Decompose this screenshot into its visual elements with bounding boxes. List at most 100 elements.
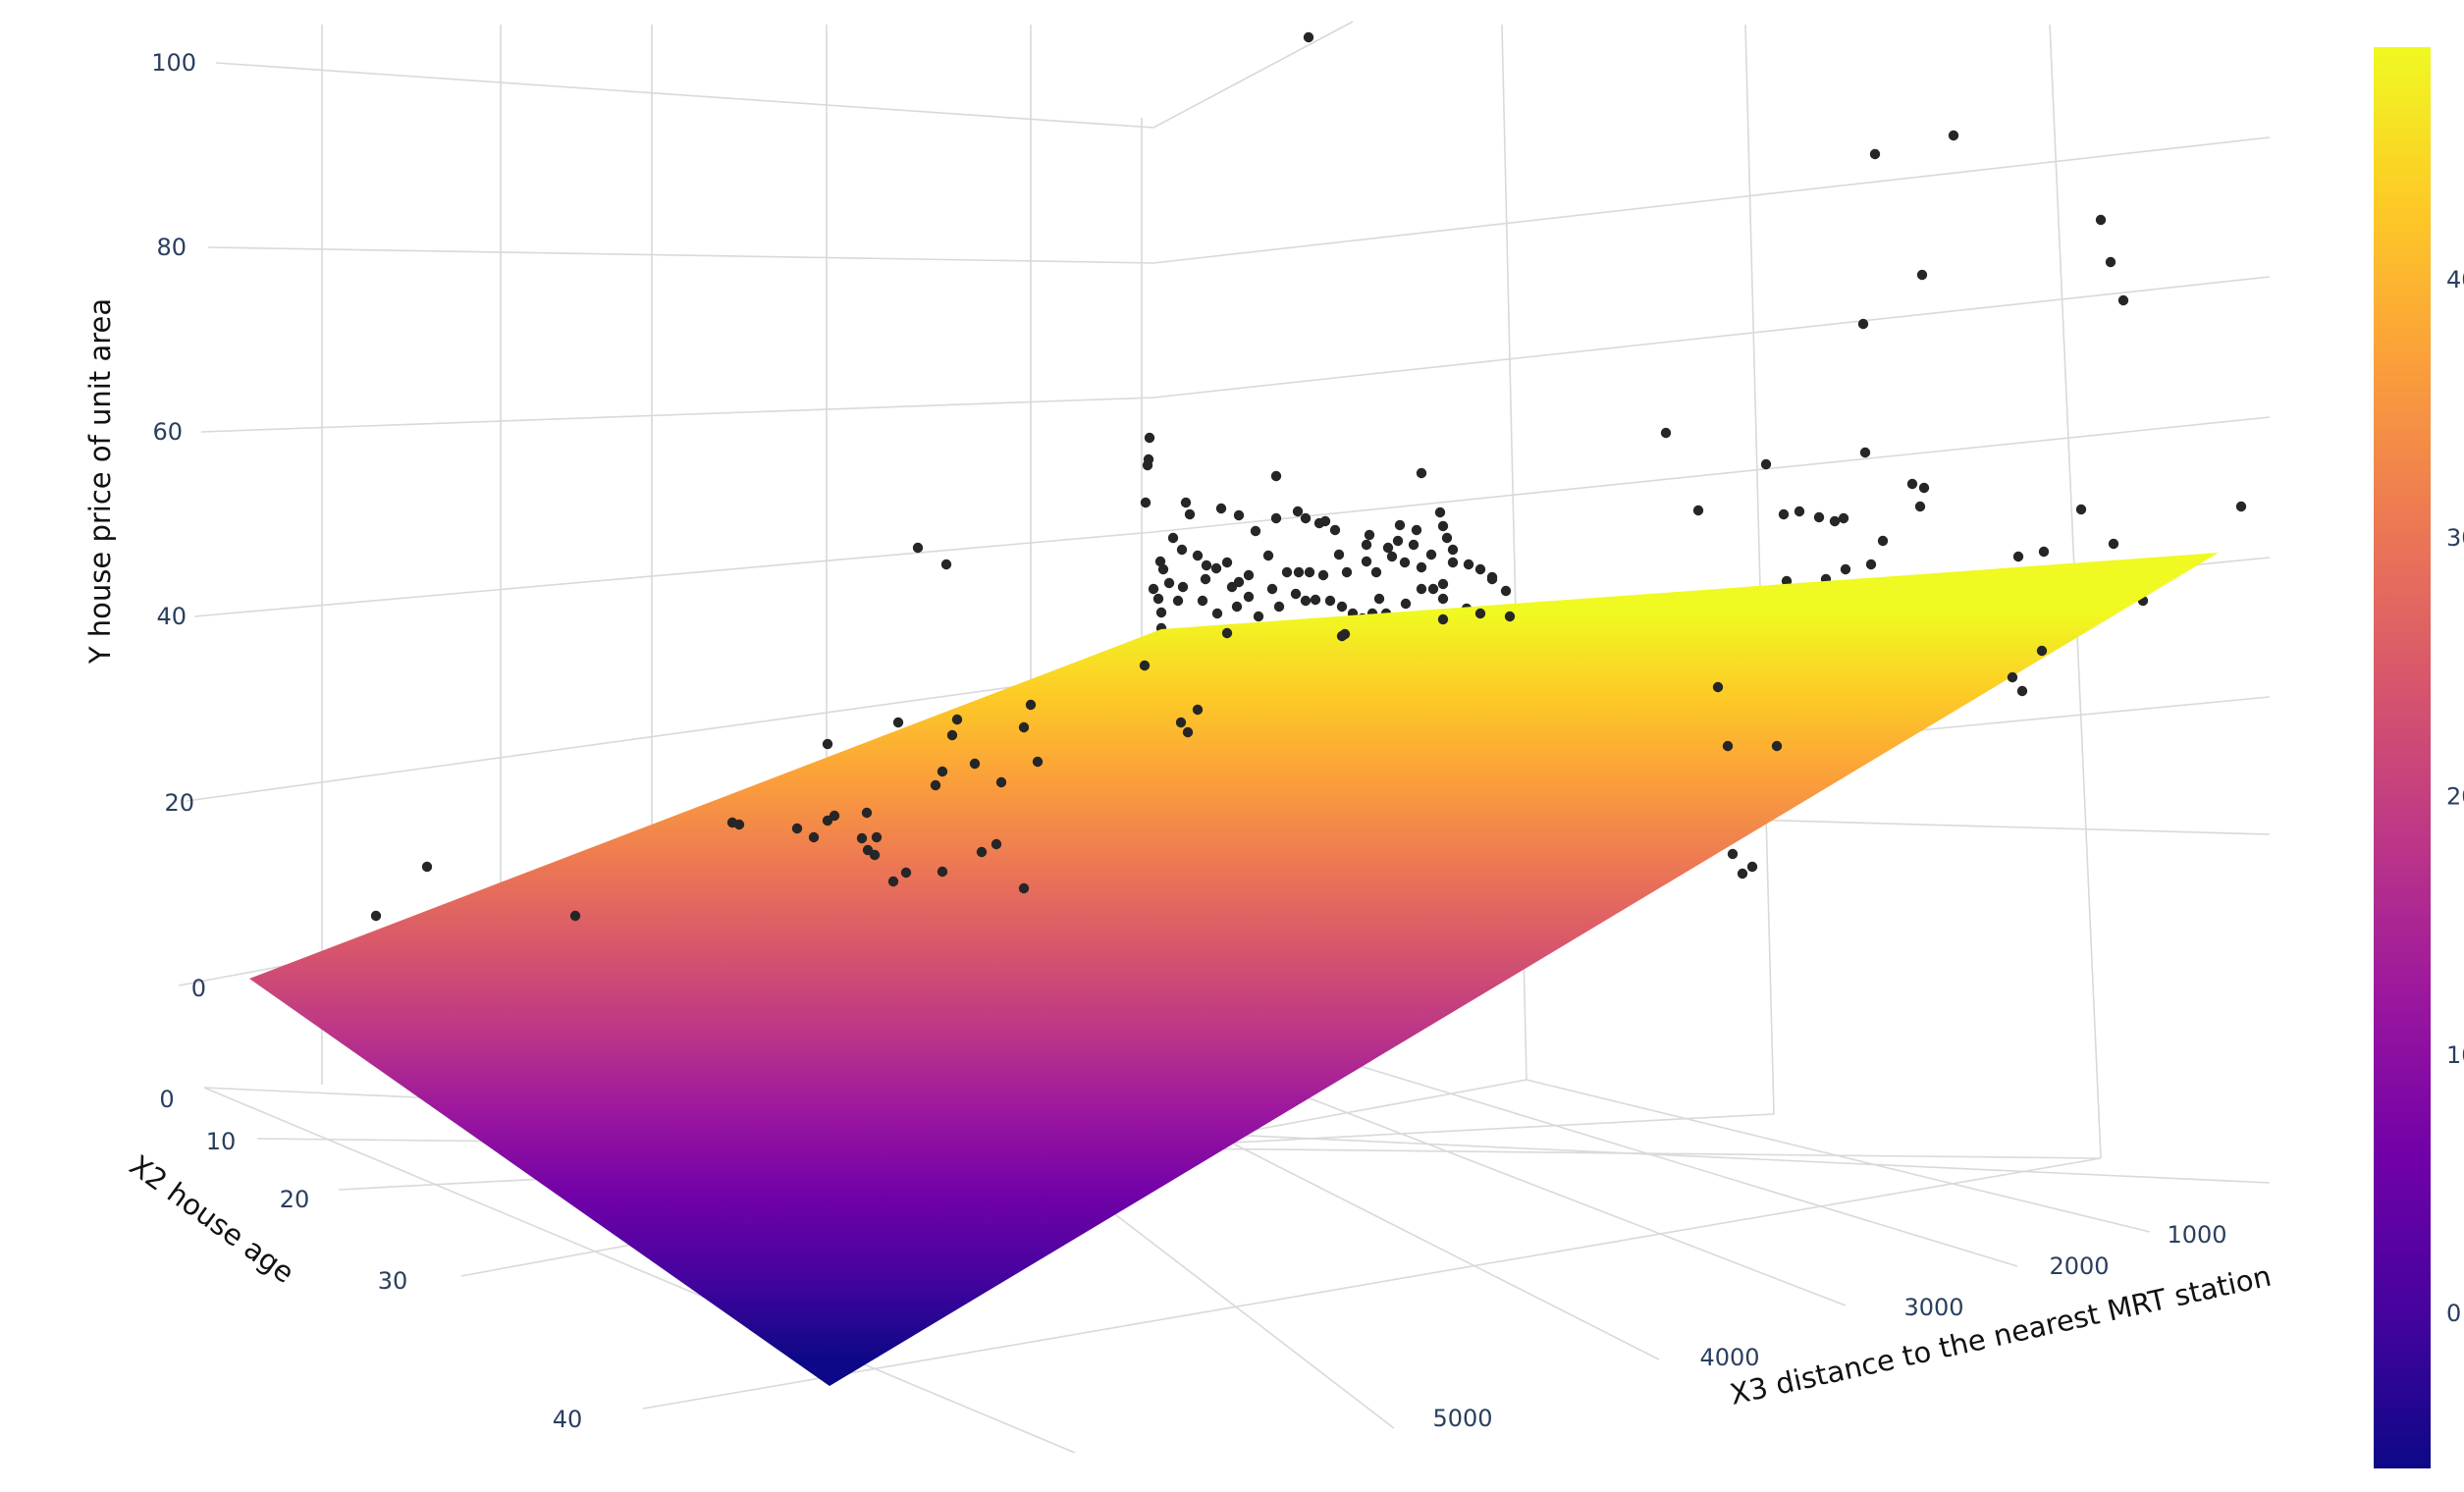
data-point	[1142, 459, 1153, 471]
data-point	[1215, 503, 1227, 514]
data-point	[1290, 588, 1302, 600]
data-point	[1341, 566, 1353, 578]
data-points-behind-plane	[912, 31, 2247, 634]
data-point	[1916, 269, 1928, 281]
y-tick-label: 60	[152, 418, 183, 446]
data-point	[1722, 740, 1734, 752]
data-point	[1270, 512, 1282, 524]
data-point	[1221, 627, 1233, 639]
colorbar-tick-label: 0	[2446, 1300, 2461, 1327]
data-point	[808, 831, 820, 843]
y-tick-label: 80	[156, 234, 187, 261]
data-point	[1300, 595, 1312, 607]
data-point	[900, 867, 912, 879]
data-point	[1857, 318, 1869, 330]
x2-axis-ticks: 0 10 20 30 40	[159, 1086, 582, 1433]
data-points-front	[370, 608, 2048, 922]
data-point	[1157, 563, 1169, 575]
data-point	[1829, 515, 1841, 527]
data-point	[1172, 595, 1184, 607]
data-point	[1447, 557, 1459, 568]
data-point	[1918, 482, 1930, 494]
data-point	[892, 717, 904, 728]
data-point	[1865, 559, 1877, 570]
data-point	[1425, 549, 1437, 560]
data-point	[1310, 594, 1321, 606]
data-point	[1838, 512, 1849, 524]
colorbar-tick-label: 40	[2446, 266, 2464, 293]
data-point	[1197, 595, 1208, 607]
data-point	[1447, 544, 1459, 556]
data-point	[1474, 563, 1486, 575]
data-point	[1400, 598, 1412, 610]
data-point	[1392, 535, 1404, 547]
data-point	[1177, 581, 1189, 593]
data-point	[1273, 601, 1285, 613]
data-point	[940, 559, 952, 570]
data-point	[2038, 546, 2050, 558]
data-point	[1329, 524, 1341, 536]
data-point	[1292, 506, 1304, 517]
data-point	[1319, 515, 1331, 527]
data-point	[1361, 539, 1372, 551]
data-point	[1781, 575, 1793, 587]
data-point	[1712, 681, 1724, 693]
data-point	[1304, 566, 1315, 578]
data-point	[1660, 427, 1672, 439]
colorbar-tick-label: 10	[2446, 1041, 2464, 1069]
data-point	[1152, 593, 1164, 605]
data-point	[1813, 511, 1825, 523]
data-point	[1233, 509, 1245, 521]
x2-tick-label: 20	[280, 1186, 310, 1213]
data-point	[1262, 550, 1274, 561]
data-point	[1441, 532, 1453, 544]
data-point	[1018, 882, 1030, 894]
data-point	[1914, 501, 1926, 512]
data-point	[1416, 561, 1427, 573]
y-tick-label: 100	[151, 49, 196, 77]
data-point	[1180, 497, 1192, 508]
data-point	[1746, 861, 1758, 873]
data-point	[995, 776, 1007, 788]
data-point	[829, 810, 840, 822]
data-point	[1737, 868, 1748, 879]
data-point	[1500, 585, 1512, 597]
data-point	[1192, 704, 1204, 716]
y-axis-title: Y house price of unit area	[83, 298, 117, 665]
data-point	[1437, 578, 1449, 590]
data-point	[1427, 583, 1439, 595]
data-point	[1859, 447, 1871, 458]
data-point	[1877, 535, 1889, 547]
data-point	[1437, 613, 1449, 625]
data-point	[1386, 551, 1398, 562]
data-point	[2036, 645, 2048, 657]
colorbar-tick-label: 30	[2446, 524, 2464, 552]
data-point	[1231, 601, 1243, 613]
data-point	[1416, 583, 1427, 595]
data-point	[1253, 611, 1264, 622]
data-point	[1266, 583, 1278, 595]
data-point	[1144, 432, 1155, 444]
data-point	[1906, 478, 1918, 490]
data-point	[1032, 756, 1044, 768]
data-point	[1794, 506, 1805, 517]
data-point	[2075, 504, 2087, 515]
data-point	[1210, 562, 1222, 574]
data-point	[569, 910, 581, 922]
x2-axis-title: X2 house age	[124, 1148, 300, 1290]
data-point	[1154, 556, 1166, 567]
data-point	[2012, 551, 2024, 562]
data-point	[1394, 519, 1406, 531]
data-point	[1163, 577, 1175, 589]
data-point	[1869, 148, 1881, 160]
data-point	[1370, 566, 1382, 578]
data-point	[1771, 740, 1783, 752]
data-point	[1416, 467, 1427, 479]
data-point	[1281, 566, 1293, 578]
data-point	[2095, 214, 2107, 226]
data-point	[1361, 556, 1372, 567]
x3-tick-label: 1000	[2167, 1221, 2226, 1249]
colorbar-gradient	[2374, 47, 2431, 1468]
data-point	[937, 766, 948, 777]
